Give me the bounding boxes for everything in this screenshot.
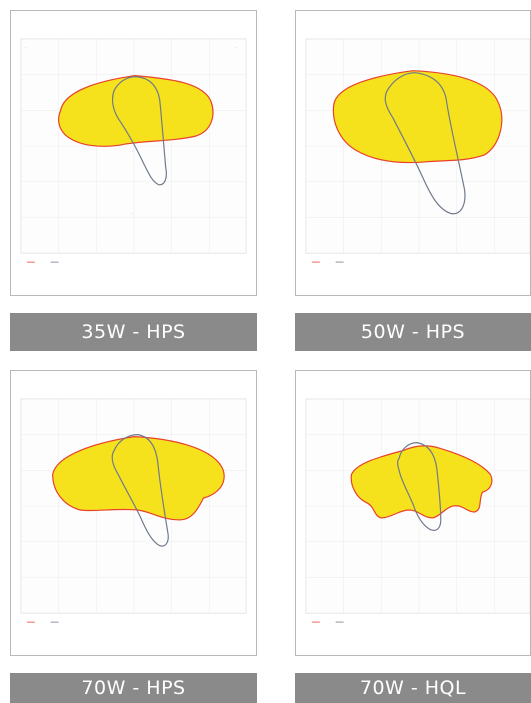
c0-180-curve: [332, 70, 503, 164]
polar-diagram-70w-hps: [10, 370, 257, 656]
c90-270-curve: [111, 434, 169, 547]
panel-label-70w-hql: 70W - HQL: [295, 673, 531, 703]
c90-270-curve: [397, 442, 442, 531]
c0-180-curve: [350, 445, 493, 519]
c0-180-curve: [52, 436, 225, 521]
svg-text:·: ·: [132, 211, 133, 216]
polar-diagram-70w-hql: [295, 370, 531, 656]
svg-text:·: ·: [132, 149, 133, 154]
light-distribution-chart: [305, 398, 530, 623]
svg-text:·: ·: [235, 45, 236, 50]
c0-180-curve: [57, 75, 214, 147]
grid: [20, 38, 247, 254]
light-distribution-chart: [20, 398, 247, 623]
panel-label-70w-hps: 70W - HPS: [10, 673, 257, 703]
light-distribution-chart: · · · ·: [20, 38, 247, 263]
panel-label-35w-hps: 35W - HPS: [10, 313, 257, 351]
panel-label-50w-hps: 50W - HPS: [295, 313, 531, 351]
polar-diagram-35w-hps: · · · ·: [10, 10, 257, 296]
polar-diagram-50w-hps: [295, 10, 531, 296]
svg-text:·: ·: [25, 45, 26, 50]
c90-270-curve: [384, 72, 466, 215]
light-distribution-chart: [305, 38, 530, 263]
c90-270-curve: [111, 76, 167, 186]
tick-marks: · · · ·: [25, 45, 237, 217]
